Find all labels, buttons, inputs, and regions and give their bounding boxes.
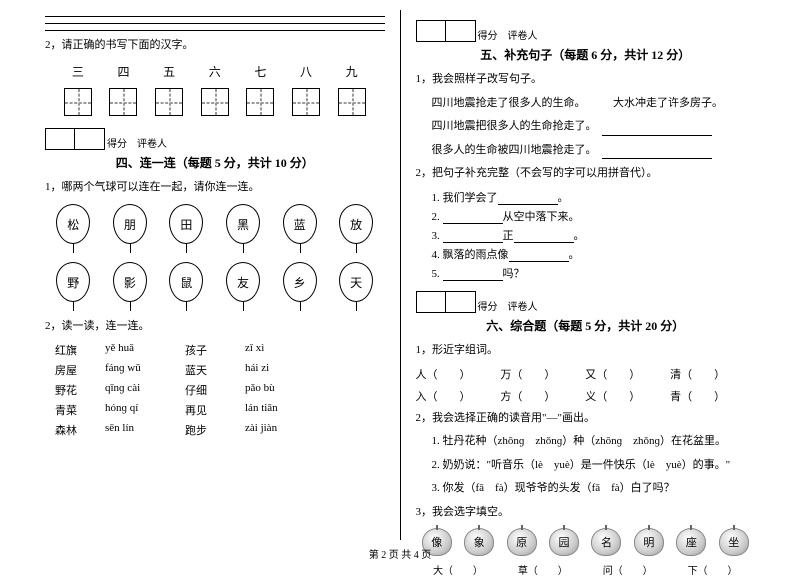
fill-sentence: 1. 我们学会了。 bbox=[432, 189, 756, 205]
q6-1-text: 1，形近字组词。 bbox=[416, 342, 756, 360]
q6-2-text: 2，我会选择正确的读音用"—"画出。 bbox=[416, 410, 756, 428]
balloon: 鼠 bbox=[169, 262, 203, 302]
balloon: 松 bbox=[56, 204, 90, 244]
tianzige bbox=[109, 88, 137, 116]
grader-cell bbox=[446, 20, 476, 42]
fill-sentence: 3. 正。 bbox=[432, 227, 756, 243]
balloon: 野 bbox=[56, 262, 90, 302]
section4-title: 四、连一连（每题 5 分，共计 10 分） bbox=[45, 154, 385, 171]
score-label: 得分 评卷人 bbox=[478, 27, 538, 42]
fill-sentence: 2. 从空中落下来。 bbox=[432, 208, 756, 224]
q5-1-example: 四川地震抢走了很多人的生命。 大水冲走了许多房子。 bbox=[416, 95, 756, 113]
score-box: 得分 评卷人 bbox=[416, 20, 756, 42]
section6-title: 六、综合题（每题 5 分，共计 20 分） bbox=[416, 317, 756, 334]
score-label: 得分 评卷人 bbox=[478, 298, 538, 313]
page-footer: 第 2 页 共 4 页 bbox=[0, 546, 800, 561]
zuci-row: 入（ ） 方（ ） 义（ ） 青（ ） bbox=[416, 388, 756, 404]
tianzige bbox=[155, 88, 183, 116]
tianzige bbox=[338, 88, 366, 116]
balloon: 天 bbox=[339, 262, 373, 302]
balloon: 黑 bbox=[226, 204, 260, 244]
balloon-row-top: 松 朋 田 黑 蓝 放 bbox=[45, 204, 385, 244]
fill-sentence: 4. 飘落的雨点像。 bbox=[432, 246, 756, 262]
pinyin-row: 青菜hónɡ qí再见lán tiān bbox=[45, 402, 385, 418]
score-label: 得分 评卷人 bbox=[107, 135, 167, 150]
score-cell bbox=[45, 128, 75, 150]
q6-2-items: 1. 牡丹花种（zhōnɡ zhǒnɡ）种（zhōnɡ zhǒnɡ）在花盆里。 … bbox=[416, 433, 756, 498]
pinyin-row: 红旗yě huā孩子zǐ xì bbox=[45, 342, 385, 358]
score-cell bbox=[416, 291, 446, 313]
writing-line bbox=[45, 23, 385, 24]
fill-sentence: 5. 吗？ bbox=[432, 265, 756, 281]
grader-cell bbox=[446, 291, 476, 313]
tianzige bbox=[201, 88, 229, 116]
char: 六 bbox=[209, 63, 221, 80]
balloon: 放 bbox=[339, 204, 373, 244]
grid-boxes bbox=[55, 88, 375, 116]
pinyin-row: 房屋fánɡ wū蓝天hái zi bbox=[45, 362, 385, 378]
balloon: 田 bbox=[169, 204, 203, 244]
tianzige bbox=[292, 88, 320, 116]
q5-1-line3: 很多人的生命被四川地震抢走了。 bbox=[416, 142, 756, 160]
balloon-row-bot: 野 影 鼠 友 乡 天 bbox=[45, 262, 385, 302]
paren-row: 大（ ） 草（ ） 问（ ） 下（ ） bbox=[416, 562, 756, 577]
char-labels: 三 四 五 六 七 八 九 bbox=[55, 63, 375, 80]
tianzige bbox=[246, 88, 274, 116]
char: 八 bbox=[300, 63, 312, 80]
balloon: 蓝 bbox=[283, 204, 317, 244]
balloon: 友 bbox=[226, 262, 260, 302]
writing-line bbox=[45, 16, 385, 17]
q5-1-text: 1，我会照样子改写句子。 bbox=[416, 71, 756, 89]
pinyin-row: 森林sēn lín跑步zài jiàn bbox=[45, 422, 385, 438]
balloon: 朋 bbox=[113, 204, 147, 244]
char: 五 bbox=[163, 63, 175, 80]
score-cell bbox=[416, 20, 446, 42]
balloon: 影 bbox=[113, 262, 147, 302]
q5-1-line2: 四川地震把很多人的生命抢走了。 bbox=[416, 118, 756, 136]
char: 七 bbox=[254, 63, 266, 80]
grader-cell bbox=[75, 128, 105, 150]
zuci-row: 人（ ） 万（ ） 又（ ） 清（ ） bbox=[416, 366, 756, 382]
tianzige bbox=[64, 88, 92, 116]
q4-1-text: 1，哪两个气球可以连在一起，请你连一连。 bbox=[45, 179, 385, 197]
q2-text: 2，请正确的书写下面的汉字。 bbox=[45, 37, 385, 55]
q5-2-text: 2，把句子补充完整（不会写的字可以用拼音代）。 bbox=[416, 165, 756, 183]
char: 四 bbox=[117, 63, 129, 80]
section5-title: 五、补充句子（每题 6 分，共计 12 分） bbox=[416, 46, 756, 63]
score-box: 得分 评卷人 bbox=[45, 128, 385, 150]
writing-line bbox=[45, 30, 385, 31]
q6-3-text: 3，我会选字填空。 bbox=[416, 504, 756, 522]
pinyin-row: 野花qīnɡ cài仔细pǎo bù bbox=[45, 382, 385, 398]
q4-2-text: 2，读一读，连一连。 bbox=[45, 318, 385, 336]
score-box: 得分 评卷人 bbox=[416, 291, 756, 313]
char: 三 bbox=[72, 63, 84, 80]
balloon: 乡 bbox=[283, 262, 317, 302]
char: 九 bbox=[346, 63, 358, 80]
